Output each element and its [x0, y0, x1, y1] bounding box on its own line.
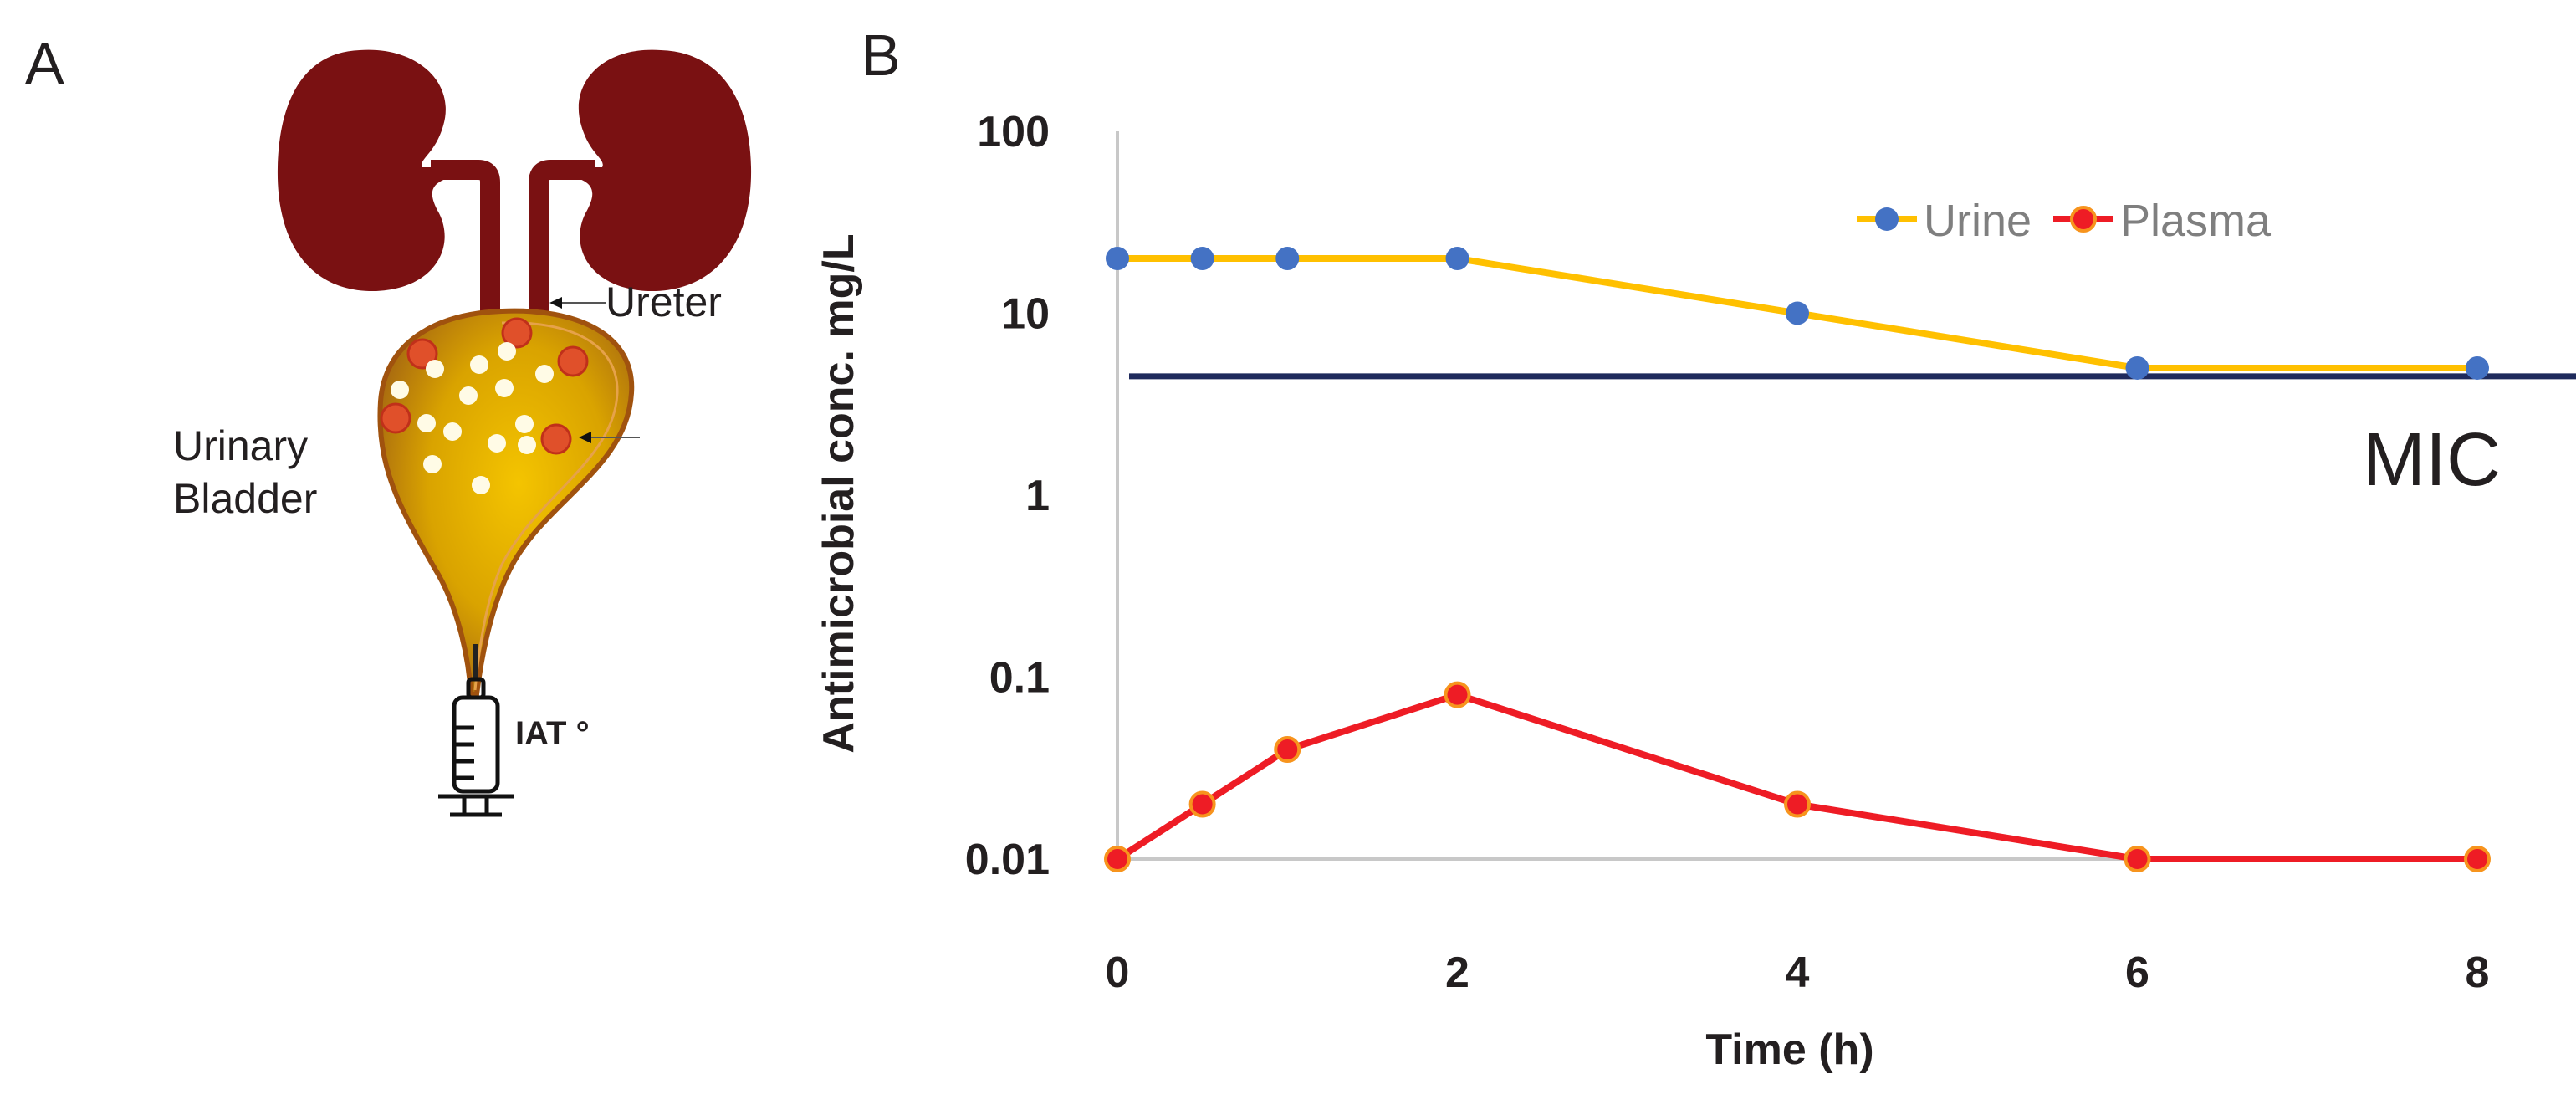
- ureter-pointer: [549, 297, 606, 309]
- panel-a-label: A: [25, 31, 64, 96]
- plasma-line: [1115, 691, 2477, 862]
- antimicrobial-particles: [391, 342, 554, 494]
- legend: Urine Plasma: [1857, 196, 2272, 246]
- y-tick-label: 1: [1025, 472, 1050, 520]
- line-chart: 0.01 0.1 1 10 100 0 2 4 6 8 MIC Urine Plasma Anti…: [815, 108, 2576, 1074]
- panel-b-label: B: [861, 23, 901, 88]
- bacteria-icons: [380, 317, 589, 455]
- urine-point: [2125, 355, 2149, 380]
- syringe-icon: [438, 644, 514, 817]
- bladder-label-line1: Urinary: [173, 422, 308, 469]
- bladder-illustration: [377, 308, 635, 697]
- legend-label-urine: Urine: [1924, 196, 2032, 246]
- left-ureter-icon: [431, 160, 500, 318]
- x-tick-label: 2: [1445, 949, 1469, 997]
- x-tick-label: 8: [2466, 949, 2490, 997]
- plasma-point: [1274, 736, 1301, 764]
- urine-point: [1445, 247, 1469, 271]
- plasma-point: [1784, 790, 1811, 818]
- plasma-point: [1188, 790, 1216, 818]
- y-tick-label: 10: [1001, 290, 1050, 339]
- right-kidney-icon: [535, 49, 752, 292]
- bladder-label-line2: Bladder: [173, 475, 317, 522]
- series-plasma: [1104, 681, 2491, 872]
- y-tick-label: 100: [977, 108, 1050, 156]
- y-tick-label: 0.01: [965, 836, 1050, 884]
- x-tick-label: 4: [1786, 949, 1810, 997]
- mic-label: MIC: [2363, 418, 2501, 502]
- series-urine: [1106, 247, 2489, 380]
- urine-point: [1786, 301, 1809, 325]
- legend-marker-urine: [1875, 207, 1899, 231]
- plasma-point: [2464, 846, 2491, 872]
- bladder-wall-pointer: [579, 432, 640, 443]
- kidneys-illustration: [277, 49, 752, 318]
- right-ureter-icon: [529, 160, 595, 318]
- bladder-icon: [377, 308, 635, 697]
- urine-point: [2466, 355, 2489, 380]
- plasma-point: [1444, 681, 1471, 708]
- legend-marker-plasma: [2070, 206, 2097, 233]
- syringe-label: IAT °: [515, 715, 590, 752]
- y-tick-label: 0.1: [989, 654, 1050, 703]
- urine-point: [1106, 247, 1129, 271]
- left-kidney-icon: [277, 49, 493, 292]
- legend-label-plasma: Plasma: [2120, 196, 2272, 246]
- x-tick-label: 6: [2125, 949, 2149, 997]
- plasma-point: [1104, 846, 1131, 872]
- ureter-label: Ureter: [606, 279, 722, 325]
- x-tick-label: 0: [1106, 949, 1130, 997]
- urine-point: [1275, 247, 1300, 271]
- y-axis-title: Antimicrobial conc. mg/L: [815, 233, 863, 753]
- x-axis-title: Time (h): [1705, 1025, 1873, 1074]
- urine-point: [1190, 247, 1214, 271]
- plasma-point: [2124, 846, 2151, 872]
